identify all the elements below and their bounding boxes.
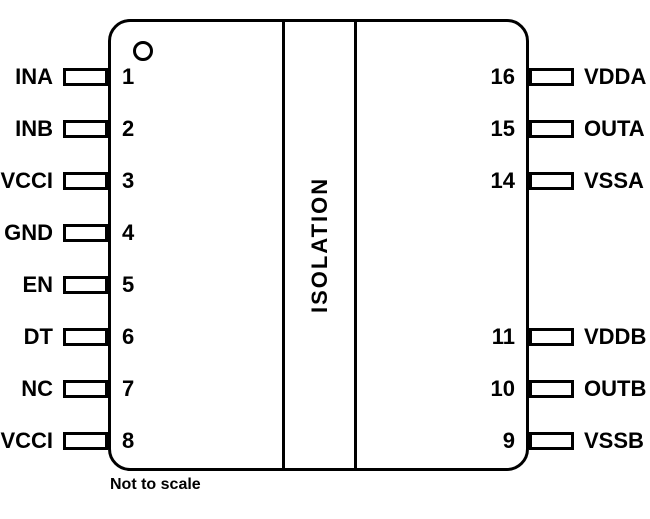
pin-2-label: INB <box>15 118 53 140</box>
pin-7-number: 7 <box>122 378 134 400</box>
pin-5-label: EN <box>22 274 53 296</box>
pin-7-label: NC <box>21 378 53 400</box>
pin-2-number: 2 <box>122 118 134 140</box>
pin-3 <box>63 172 108 190</box>
pin-15 <box>529 120 574 138</box>
isolation-divider-left <box>282 19 285 471</box>
pin-9 <box>529 432 574 450</box>
pin-9-number: 9 <box>503 430 515 452</box>
pin-1-label: INA <box>15 66 53 88</box>
pin-2 <box>63 120 108 138</box>
pin-6-number: 6 <box>122 326 134 348</box>
pin-3-number: 3 <box>122 170 134 192</box>
pin-10-label: OUTB <box>584 378 646 400</box>
isolation-divider-right <box>354 19 357 471</box>
pin-5-number: 5 <box>122 274 134 296</box>
pin-8 <box>63 432 108 450</box>
isolation-label: ISOLATION <box>307 160 333 330</box>
pin-4-label: GND <box>4 222 53 244</box>
pin-15-label: OUTA <box>584 118 645 140</box>
pin-11-label: VDDB <box>584 326 646 348</box>
pin-14 <box>529 172 574 190</box>
pin-10-number: 10 <box>491 378 515 400</box>
pin-9-label: VSSB <box>584 430 644 452</box>
pin-14-number: 14 <box>491 170 515 192</box>
pin-16 <box>529 68 574 86</box>
pin-6 <box>63 328 108 346</box>
pin-16-number: 16 <box>491 66 515 88</box>
pinout-diagram: ISOLATION INA 1 INB 2 VCCI 3 GND 4 EN 5 DT 6 NC 7 VCCI 8… <box>0 0 650 519</box>
pin-5 <box>63 276 108 294</box>
pin-4-number: 4 <box>122 222 134 244</box>
pin-8-label: VCCI <box>0 430 53 452</box>
pin-10 <box>529 380 574 398</box>
footnote: Not to scale <box>110 477 201 493</box>
pin-4 <box>63 224 108 242</box>
pin-11 <box>529 328 574 346</box>
pin-15-number: 15 <box>491 118 515 140</box>
pin-8-number: 8 <box>122 430 134 452</box>
pin-6-label: DT <box>24 326 53 348</box>
pin-1 <box>63 68 108 86</box>
pin-1-number: 1 <box>122 66 134 88</box>
pin-3-label: VCCI <box>0 170 53 192</box>
pin-16-label: VDDA <box>584 66 646 88</box>
pin1-orientation-dot <box>133 41 153 61</box>
pin-11-number: 11 <box>492 326 515 348</box>
pin-14-label: VSSA <box>584 170 644 192</box>
pin-7 <box>63 380 108 398</box>
